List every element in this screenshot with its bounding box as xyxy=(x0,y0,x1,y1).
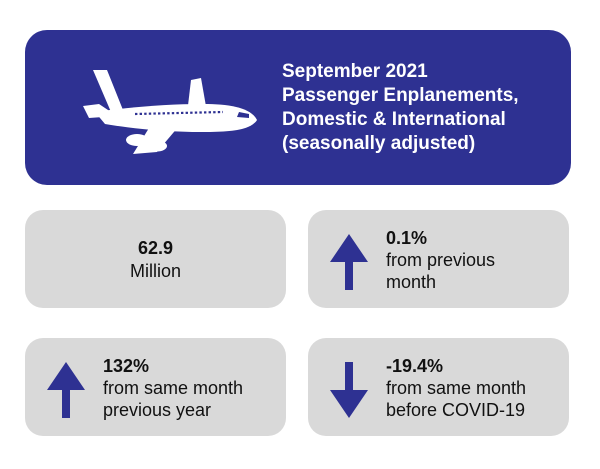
header-title: September 2021 Passenger Enplanements, D… xyxy=(282,60,519,156)
header-line-3: Domestic & International xyxy=(282,109,506,130)
total-enplanements-card: 62.9 Million xyxy=(25,210,286,308)
airplane-icon xyxy=(83,70,257,154)
total-stat: 62.9 Million xyxy=(25,237,286,283)
previous-month-stat: 0.1% from previous month xyxy=(386,227,495,293)
before-covid-label-1: from same month xyxy=(386,378,527,398)
before-covid-value: -19.4% xyxy=(386,356,444,376)
arrow-up-icon xyxy=(47,362,85,418)
header-line-2: Passenger Enplanements, xyxy=(282,85,519,106)
total-label: Million xyxy=(129,261,181,281)
before-covid-label-2: before COVID-19 xyxy=(386,400,526,420)
header-banner: September 2021 Passenger Enplanements, D… xyxy=(25,30,571,185)
previous-year-value: 132% xyxy=(103,356,150,376)
previous-year-stat: 132% from same month previous year xyxy=(103,355,243,421)
previous-year-label-2: previous year xyxy=(103,400,212,420)
change-previous-month-card: 0.1% from previous month xyxy=(308,210,569,308)
header-line-1: September 2021 xyxy=(282,61,428,82)
change-previous-year-card: 132% from same month previous year xyxy=(25,338,286,436)
previous-month-label-2: month xyxy=(386,272,437,292)
previous-month-label-1: from previous xyxy=(386,250,496,270)
change-before-covid-card: -19.4% from same month before COVID-19 xyxy=(308,338,569,436)
arrow-down-icon xyxy=(330,362,368,418)
arrow-up-icon xyxy=(330,234,368,290)
total-value: 62.9 xyxy=(137,238,174,258)
previous-year-label-1: from same month xyxy=(103,378,244,398)
previous-month-value: 0.1% xyxy=(386,228,428,248)
before-covid-stat: -19.4% from same month before COVID-19 xyxy=(386,355,526,421)
header-line-4: (seasonally adjusted) xyxy=(282,133,476,154)
